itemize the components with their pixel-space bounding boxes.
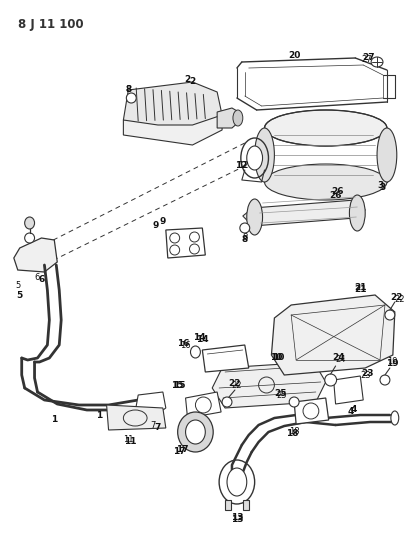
Polygon shape [334, 376, 363, 404]
Text: 6: 6 [35, 273, 40, 282]
Text: 8: 8 [242, 236, 248, 245]
Ellipse shape [25, 217, 34, 229]
Text: 27: 27 [362, 52, 375, 61]
Text: 18: 18 [289, 427, 299, 437]
Text: 25: 25 [276, 391, 287, 400]
Text: 25: 25 [274, 390, 287, 399]
Text: 22: 22 [390, 294, 403, 303]
Polygon shape [217, 108, 239, 128]
Ellipse shape [227, 468, 247, 496]
Text: 17: 17 [176, 446, 189, 455]
Text: 11: 11 [124, 438, 136, 447]
Text: 15: 15 [171, 381, 184, 390]
Text: 12: 12 [234, 160, 247, 169]
Ellipse shape [190, 346, 200, 358]
Text: 14: 14 [196, 335, 209, 344]
Text: 8 J 11 100: 8 J 11 100 [18, 18, 83, 31]
Text: 22: 22 [394, 295, 405, 304]
Polygon shape [294, 398, 329, 424]
Polygon shape [185, 392, 221, 418]
Ellipse shape [289, 397, 299, 407]
Ellipse shape [350, 195, 365, 231]
Polygon shape [136, 392, 166, 415]
Text: 8: 8 [125, 85, 132, 94]
Polygon shape [166, 228, 205, 258]
Ellipse shape [240, 223, 250, 233]
Text: 27: 27 [362, 55, 373, 64]
Text: 22: 22 [232, 381, 242, 390]
Text: 1: 1 [96, 410, 102, 419]
Text: 17: 17 [173, 448, 186, 456]
Ellipse shape [178, 412, 213, 452]
Text: 13: 13 [230, 513, 243, 522]
Text: 8: 8 [126, 85, 131, 94]
Text: 3: 3 [380, 183, 386, 192]
Ellipse shape [126, 93, 136, 103]
Ellipse shape [264, 110, 387, 146]
Text: 19: 19 [388, 358, 398, 367]
Ellipse shape [385, 310, 395, 320]
Ellipse shape [247, 199, 262, 235]
Text: 2: 2 [190, 77, 196, 86]
Ellipse shape [391, 411, 399, 425]
Text: 1: 1 [51, 416, 58, 424]
Ellipse shape [185, 420, 205, 444]
Text: 21: 21 [354, 284, 367, 293]
Ellipse shape [25, 233, 34, 243]
Ellipse shape [247, 146, 262, 170]
Polygon shape [124, 108, 222, 145]
Ellipse shape [264, 164, 387, 200]
Text: 13: 13 [230, 515, 243, 524]
Ellipse shape [222, 397, 232, 407]
Ellipse shape [233, 110, 243, 126]
Text: 26: 26 [331, 188, 344, 197]
Text: 4: 4 [347, 408, 354, 416]
Text: 16: 16 [177, 340, 190, 349]
Text: 23: 23 [361, 368, 373, 377]
Text: 22: 22 [229, 379, 241, 389]
Ellipse shape [371, 57, 383, 67]
Polygon shape [124, 82, 222, 125]
Text: 5: 5 [15, 280, 20, 289]
Text: 11: 11 [123, 435, 134, 445]
Text: 26: 26 [329, 190, 342, 199]
Text: 12: 12 [239, 160, 249, 169]
Text: 14: 14 [193, 334, 206, 343]
Text: 7: 7 [155, 424, 161, 432]
Text: 20: 20 [288, 51, 301, 60]
Text: 6: 6 [38, 276, 45, 285]
Text: 3: 3 [377, 181, 383, 190]
Ellipse shape [255, 128, 275, 182]
Text: 23: 23 [360, 370, 371, 379]
Polygon shape [212, 362, 326, 408]
Text: 8: 8 [242, 233, 247, 243]
Text: 9: 9 [153, 221, 159, 230]
Polygon shape [243, 200, 365, 226]
Ellipse shape [377, 128, 397, 182]
Polygon shape [107, 405, 166, 430]
Text: 2: 2 [184, 76, 191, 85]
Text: 18: 18 [286, 430, 298, 439]
Text: 10: 10 [270, 353, 283, 362]
Text: 16: 16 [180, 341, 191, 350]
Polygon shape [243, 500, 249, 510]
Text: 15: 15 [173, 381, 186, 390]
Polygon shape [202, 345, 249, 372]
Text: 4: 4 [350, 406, 356, 415]
Text: 24: 24 [335, 356, 346, 365]
Text: 9: 9 [160, 217, 166, 227]
Ellipse shape [380, 375, 390, 385]
Text: 24: 24 [332, 353, 345, 362]
Text: 7: 7 [150, 421, 156, 430]
Text: 19: 19 [386, 359, 399, 368]
Text: 10: 10 [272, 352, 285, 361]
Polygon shape [271, 295, 395, 375]
Ellipse shape [325, 374, 337, 386]
Text: 5: 5 [17, 290, 23, 300]
Text: 21: 21 [354, 286, 367, 295]
Polygon shape [14, 238, 57, 272]
Polygon shape [225, 500, 231, 510]
